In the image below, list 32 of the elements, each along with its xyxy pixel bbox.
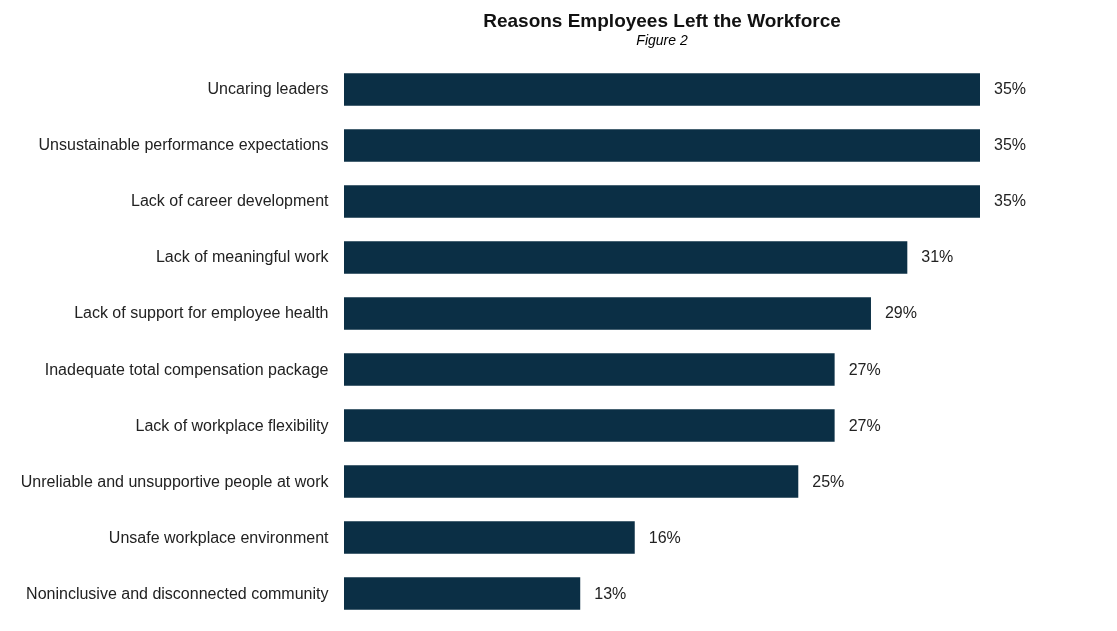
bar [344,241,908,274]
bar [344,409,835,442]
bar [344,353,835,386]
bar [344,297,871,330]
y-tick-label: Lack of career development [131,192,330,210]
y-tick-label: Unreliable and unsupportive people at work [20,472,330,490]
y-tick-label: Noninclusive and disconnected community [26,584,329,602]
y-tick-label: Lack of support for employee health [74,304,329,322]
y-tick-label: Lack of meaningful work [155,248,330,266]
bar [344,185,980,218]
data-label: 16% [648,528,681,546]
data-label: 35% [994,80,1027,98]
data-label: 35% [994,192,1027,210]
data-label: 35% [994,136,1027,154]
bar [344,521,635,554]
bar [344,577,581,610]
y-tick-label: Unsustainable performance expectations [38,136,329,154]
data-label: 25% [812,472,845,490]
caption: Figure 2 [636,32,688,48]
y-tick-label: Inadequate total compensation package [44,360,329,378]
data-label: 13% [594,584,627,602]
data-label: 29% [884,304,917,322]
chart-title: Reasons Employees Left the Workforce [483,10,841,31]
y-tick-label: Lack of workplace flexibility [135,416,329,434]
y-tick-label: Unsafe workplace environment [108,528,330,546]
data-label: 27% [848,416,881,434]
bar [344,129,980,162]
data-label: 27% [848,360,881,378]
data-label: 31% [921,248,954,266]
bar [344,465,799,498]
y-tick-label: Uncaring leaders [207,80,329,98]
bar [344,73,980,106]
